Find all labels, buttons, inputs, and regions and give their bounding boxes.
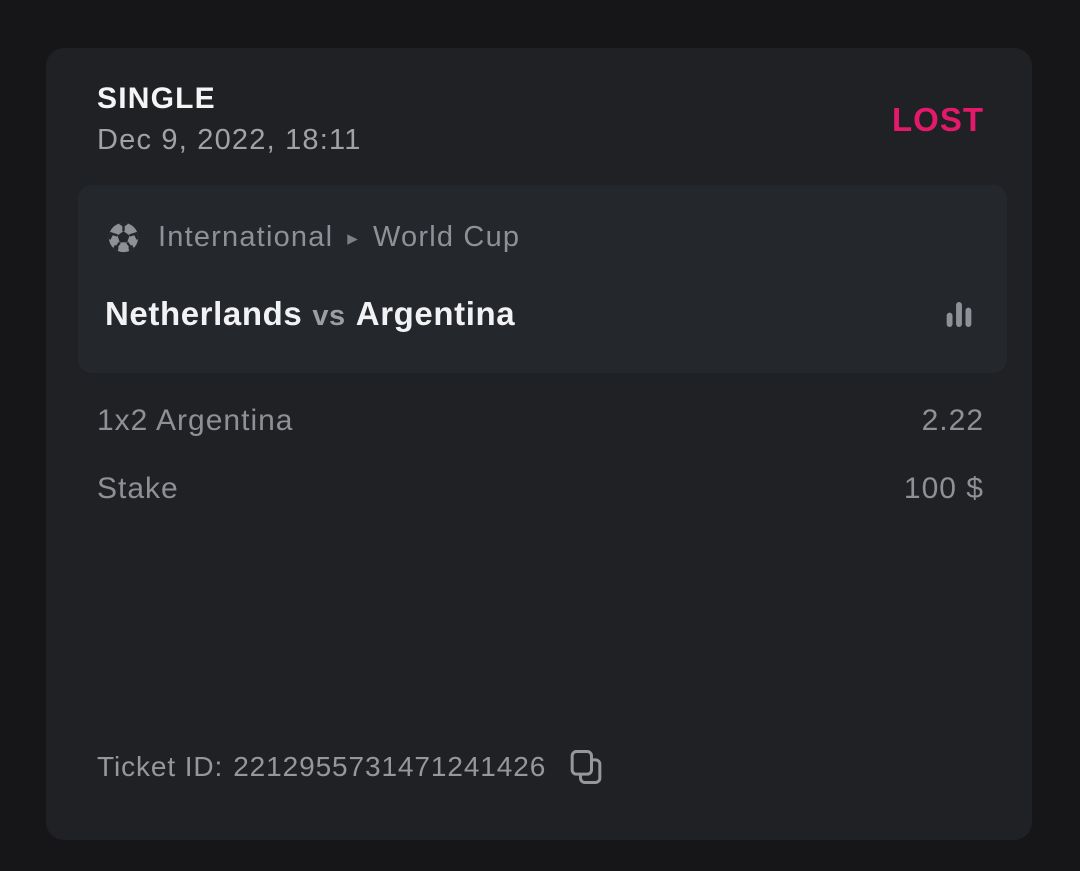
bet-datetime: Dec 9, 2022, 18:11 — [97, 124, 362, 156]
selection-row: 1x2 Argentina 2.22 — [97, 399, 984, 443]
match-card[interactable]: International ▸ World Cup Netherlands vs A… — [78, 185, 1007, 373]
stake-value: 100 $ — [903, 472, 984, 505]
bet-type-label: SINGLE — [97, 82, 216, 115]
copy-icon[interactable] — [566, 747, 606, 787]
selection-odds: 2.22 — [921, 404, 984, 437]
match-title-row: Netherlands vs Argentina — [105, 291, 979, 337]
breadcrumb-tournament: World Cup — [372, 220, 521, 253]
spacer — [97, 511, 984, 746]
home-team-name: Netherlands — [105, 295, 303, 332]
bet-status-badge: LOST — [892, 101, 984, 138]
vs-label: vs — [312, 300, 346, 332]
stake-row: Stake 100 $ — [97, 467, 984, 511]
bet-details: 1x2 Argentina 2.22 Stake 100 $ — [97, 399, 984, 511]
bar-chart-icon[interactable] — [939, 294, 979, 334]
ticket-footer: Ticket ID: 2212955731471241426 — [97, 746, 984, 788]
selection-label: 1x2 Argentina — [97, 404, 294, 437]
ticket-header-left: SINGLE Dec 9, 2022, 18:11 — [97, 82, 362, 157]
ticket-id-label: Ticket ID: — [97, 751, 224, 782]
breadcrumb-separator-icon: ▸ — [347, 226, 359, 250]
away-team-name: Argentina — [355, 295, 516, 332]
breadcrumb: International ▸ World Cup — [105, 217, 979, 257]
ticket-id-value: 2212955731471241426 — [233, 751, 547, 782]
soccer-ball-icon — [105, 219, 142, 256]
bet-ticket-card: SINGLE Dec 9, 2022, 18:11 LOST — [46, 48, 1032, 840]
breadcrumb-category: International — [158, 220, 334, 253]
match-title: Netherlands vs Argentina — [105, 295, 515, 333]
stake-label: Stake — [97, 472, 179, 505]
ticket-header: SINGLE Dec 9, 2022, 18:11 LOST — [97, 82, 984, 157]
